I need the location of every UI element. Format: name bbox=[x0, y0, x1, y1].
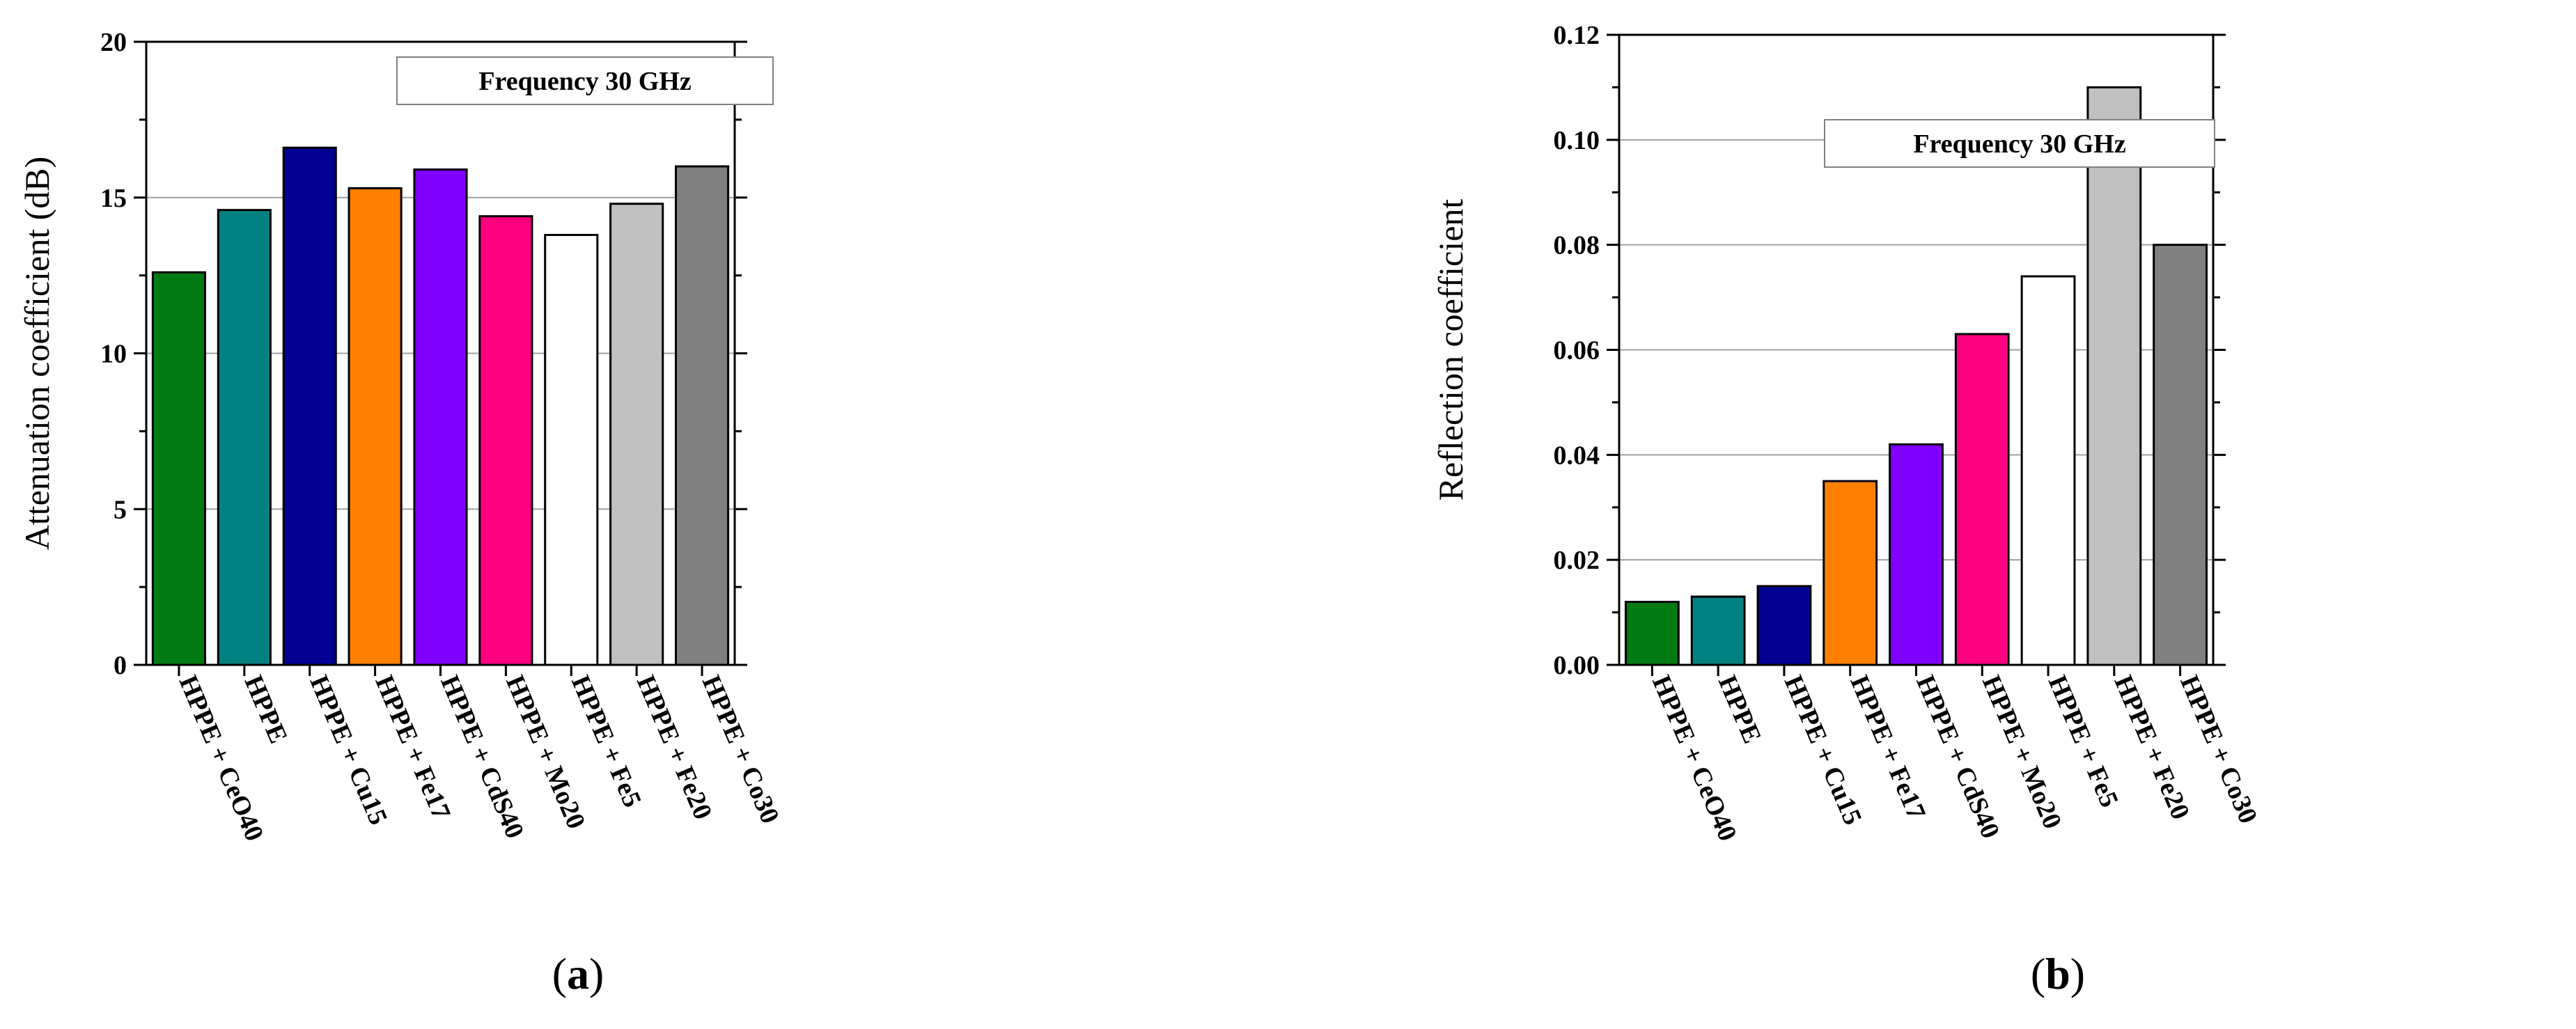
bar-6 bbox=[478, 215, 533, 666]
bar-1 bbox=[151, 271, 206, 666]
bar-4 bbox=[1822, 480, 1878, 666]
y-tick-label: 0.06 bbox=[1554, 336, 1600, 366]
y-tick-label: 0.00 bbox=[1554, 651, 1600, 680]
y-tick-label: 0.04 bbox=[1554, 441, 1600, 470]
y-tick-label: 0.10 bbox=[1554, 126, 1600, 155]
bar-9 bbox=[2153, 244, 2208, 666]
y-tick-label: 10 bbox=[100, 340, 127, 369]
bar-8 bbox=[2086, 86, 2142, 666]
y-tick-label: 20 bbox=[100, 28, 127, 57]
bar-5 bbox=[413, 168, 468, 666]
bar-6 bbox=[1954, 333, 2010, 666]
y-tick-label: 5 bbox=[114, 495, 127, 524]
bar-2 bbox=[1690, 595, 1746, 666]
annotation-text: Frequency 30 GHz bbox=[478, 67, 692, 96]
bar-5 bbox=[1889, 443, 1944, 666]
bar-3 bbox=[1756, 585, 1812, 666]
y-tick-label: 0.02 bbox=[1554, 546, 1600, 575]
bar-9 bbox=[675, 165, 730, 666]
panel-label: (b) bbox=[2031, 949, 2085, 998]
bar-3 bbox=[282, 146, 337, 666]
y-tick-label: 15 bbox=[100, 184, 127, 213]
bar-1 bbox=[1624, 601, 1680, 666]
bar-7 bbox=[2020, 275, 2076, 666]
y-tick-label: 0 bbox=[114, 651, 127, 680]
y-tick-label: 0.12 bbox=[1554, 21, 1600, 50]
bar-7 bbox=[544, 233, 599, 666]
y-tick-label: 0.08 bbox=[1554, 231, 1600, 260]
annotation-box bbox=[396, 56, 774, 105]
annotation-text: Frequency 30 GHz bbox=[1913, 129, 2126, 159]
annotation-box bbox=[1824, 119, 2215, 168]
bar-8 bbox=[609, 203, 664, 666]
x-tick-label: HPPE bbox=[1712, 671, 1767, 748]
bar-2 bbox=[217, 209, 272, 666]
y-axis-title: Reflection coefficient bbox=[1431, 199, 1470, 501]
bar-4 bbox=[348, 187, 403, 666]
y-axis-title: Attenuation coefficient (dB) bbox=[17, 157, 56, 551]
x-tick-label: HPPE bbox=[239, 671, 293, 748]
panel-label: (a) bbox=[552, 949, 604, 998]
